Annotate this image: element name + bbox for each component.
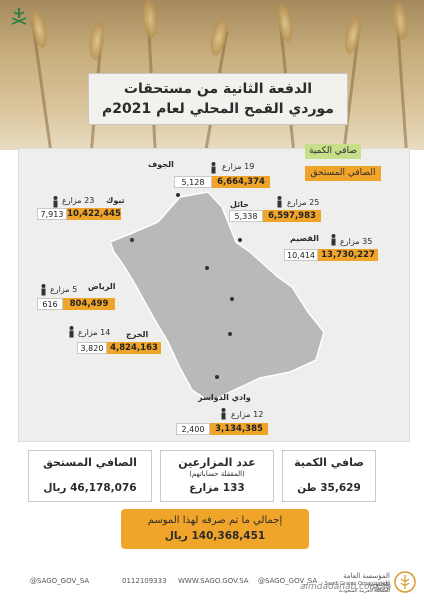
region-name-jouf: الجوف [148, 160, 174, 169]
riyadh-dot [230, 297, 234, 301]
org-name-ar-2: المملكة العربية السعودية [338, 588, 390, 594]
org-name-ar: المؤسسة العامة للحبوب [343, 572, 390, 588]
region-name-qassim: القصيم [290, 234, 319, 243]
total-label: إجمالي ما تم صرفه لهذا الموسم [147, 515, 283, 526]
org-name-en: Saudi Grains Organization (SAGO) [324, 581, 390, 593]
hail-dot [238, 238, 242, 242]
summary-amount-label: الصافي المستحق [43, 456, 137, 469]
legend-quantity: صافي الكمية [305, 144, 361, 159]
farmers-qassim: 35 مزارع [340, 237, 373, 246]
region-name-dawasir: وادي الدواسر [198, 393, 251, 402]
footer-phone: 0112109333 [122, 577, 167, 585]
amount-riyadh: 804,499 [63, 298, 115, 310]
summary-amount: الصافي المستحق 46,178,076 ريال [28, 450, 152, 502]
sago-logo-icon [394, 571, 416, 593]
region-name-tabuk: تبوك [106, 196, 125, 205]
farmer-icon [221, 408, 226, 420]
quantity-tabuk: 7,913 [37, 208, 67, 220]
quantity-riyadh: 616 [37, 298, 63, 310]
summary-quantity-value: 35,629 طن [297, 482, 361, 494]
summary-farmers-value: 133 مزارع [189, 482, 245, 494]
saudi-emblem-icon [11, 8, 27, 25]
footer-handle-1[interactable]: @SAGO_GOV_SA [30, 577, 90, 585]
farmers-kharj: 14 مزارع [78, 328, 111, 337]
footer-handle-2[interactable]: @SAGO_GOV_SA [258, 577, 318, 585]
farmer-icon [41, 284, 46, 296]
title-box: الدفعة الثانية من مستحقات موردي القمح ال… [88, 73, 348, 125]
qassim-dot [205, 266, 209, 270]
quantity-hail: 5,338 [229, 210, 263, 222]
amount-qassim: 13,730,227 [318, 249, 378, 261]
summary-farmers-sub: (المقفلة حساباتهم) [189, 470, 245, 478]
farmers-tabuk: 23 مزارع [62, 196, 95, 205]
farmers-riyadh: 5 مزارع [50, 285, 78, 294]
total-value: 140,368,451 ريال [164, 530, 266, 542]
summary-farmers: عدد المزارعين (المقفلة حساباتهم) 133 مزا… [160, 450, 274, 502]
amount-tabuk: 10,422,445 [67, 208, 121, 220]
region-name-kharj: الخرج [126, 330, 149, 339]
watermark: almdadanab.com.sa [300, 582, 392, 592]
summary-quantity-label: صافي الكمية [294, 456, 364, 469]
title-line-2: موردي القمح المحلي لعام 2021م [102, 101, 334, 117]
farmers-hail: 25 مزارع [287, 198, 320, 207]
tabuk-dot [130, 238, 134, 242]
total-box: إجمالي ما تم صرفه لهذا الموسم 140,368,45… [121, 509, 309, 549]
amount-dawasir: 3,134,385 [210, 423, 268, 435]
farmer-icon [331, 234, 336, 246]
quantity-dawasir: 2,400 [176, 423, 210, 435]
legend-amount: الصافي المستحق [305, 166, 381, 181]
kharj-dot [228, 332, 232, 336]
quantity-jouf: 5,128 [174, 176, 212, 188]
region-name-hail: حائل [230, 200, 249, 209]
saudi-arabia-map [110, 191, 324, 402]
farmers-jouf: 19 مزارع [222, 162, 255, 171]
region-name-riyadh: الرياض [88, 282, 116, 291]
quantity-kharj: 3,820 [77, 342, 107, 354]
summary-amount-value: 46,178,076 ريال [43, 482, 137, 494]
farmer-icon [53, 196, 58, 208]
title-line-1: الدفعة الثانية من مستحقات [123, 81, 313, 97]
summary-farmers-label: عدد المزارعين [178, 456, 256, 469]
amount-jouf: 6,664,374 [212, 176, 270, 188]
dawasir-dot [215, 375, 219, 379]
amount-kharj: 4,824,163 [107, 342, 161, 354]
farmer-icon [277, 196, 282, 208]
footer-website[interactable]: WWW.SAGO.GOV.SA [178, 577, 249, 585]
farmer-icon [69, 326, 74, 338]
jouf-dot [176, 193, 180, 197]
summary-quantity: صافي الكمية 35,629 طن [282, 450, 376, 502]
quantity-qassim: 10,414 [284, 249, 318, 261]
farmers-dawasir: 12 مزارع [231, 410, 264, 419]
footer: @SAGO_GOV_SA 0112109333 WWW.SAGO.GOV.SA … [0, 568, 424, 600]
amount-hail: 6,597,983 [263, 210, 321, 222]
farmer-icon [211, 162, 216, 174]
